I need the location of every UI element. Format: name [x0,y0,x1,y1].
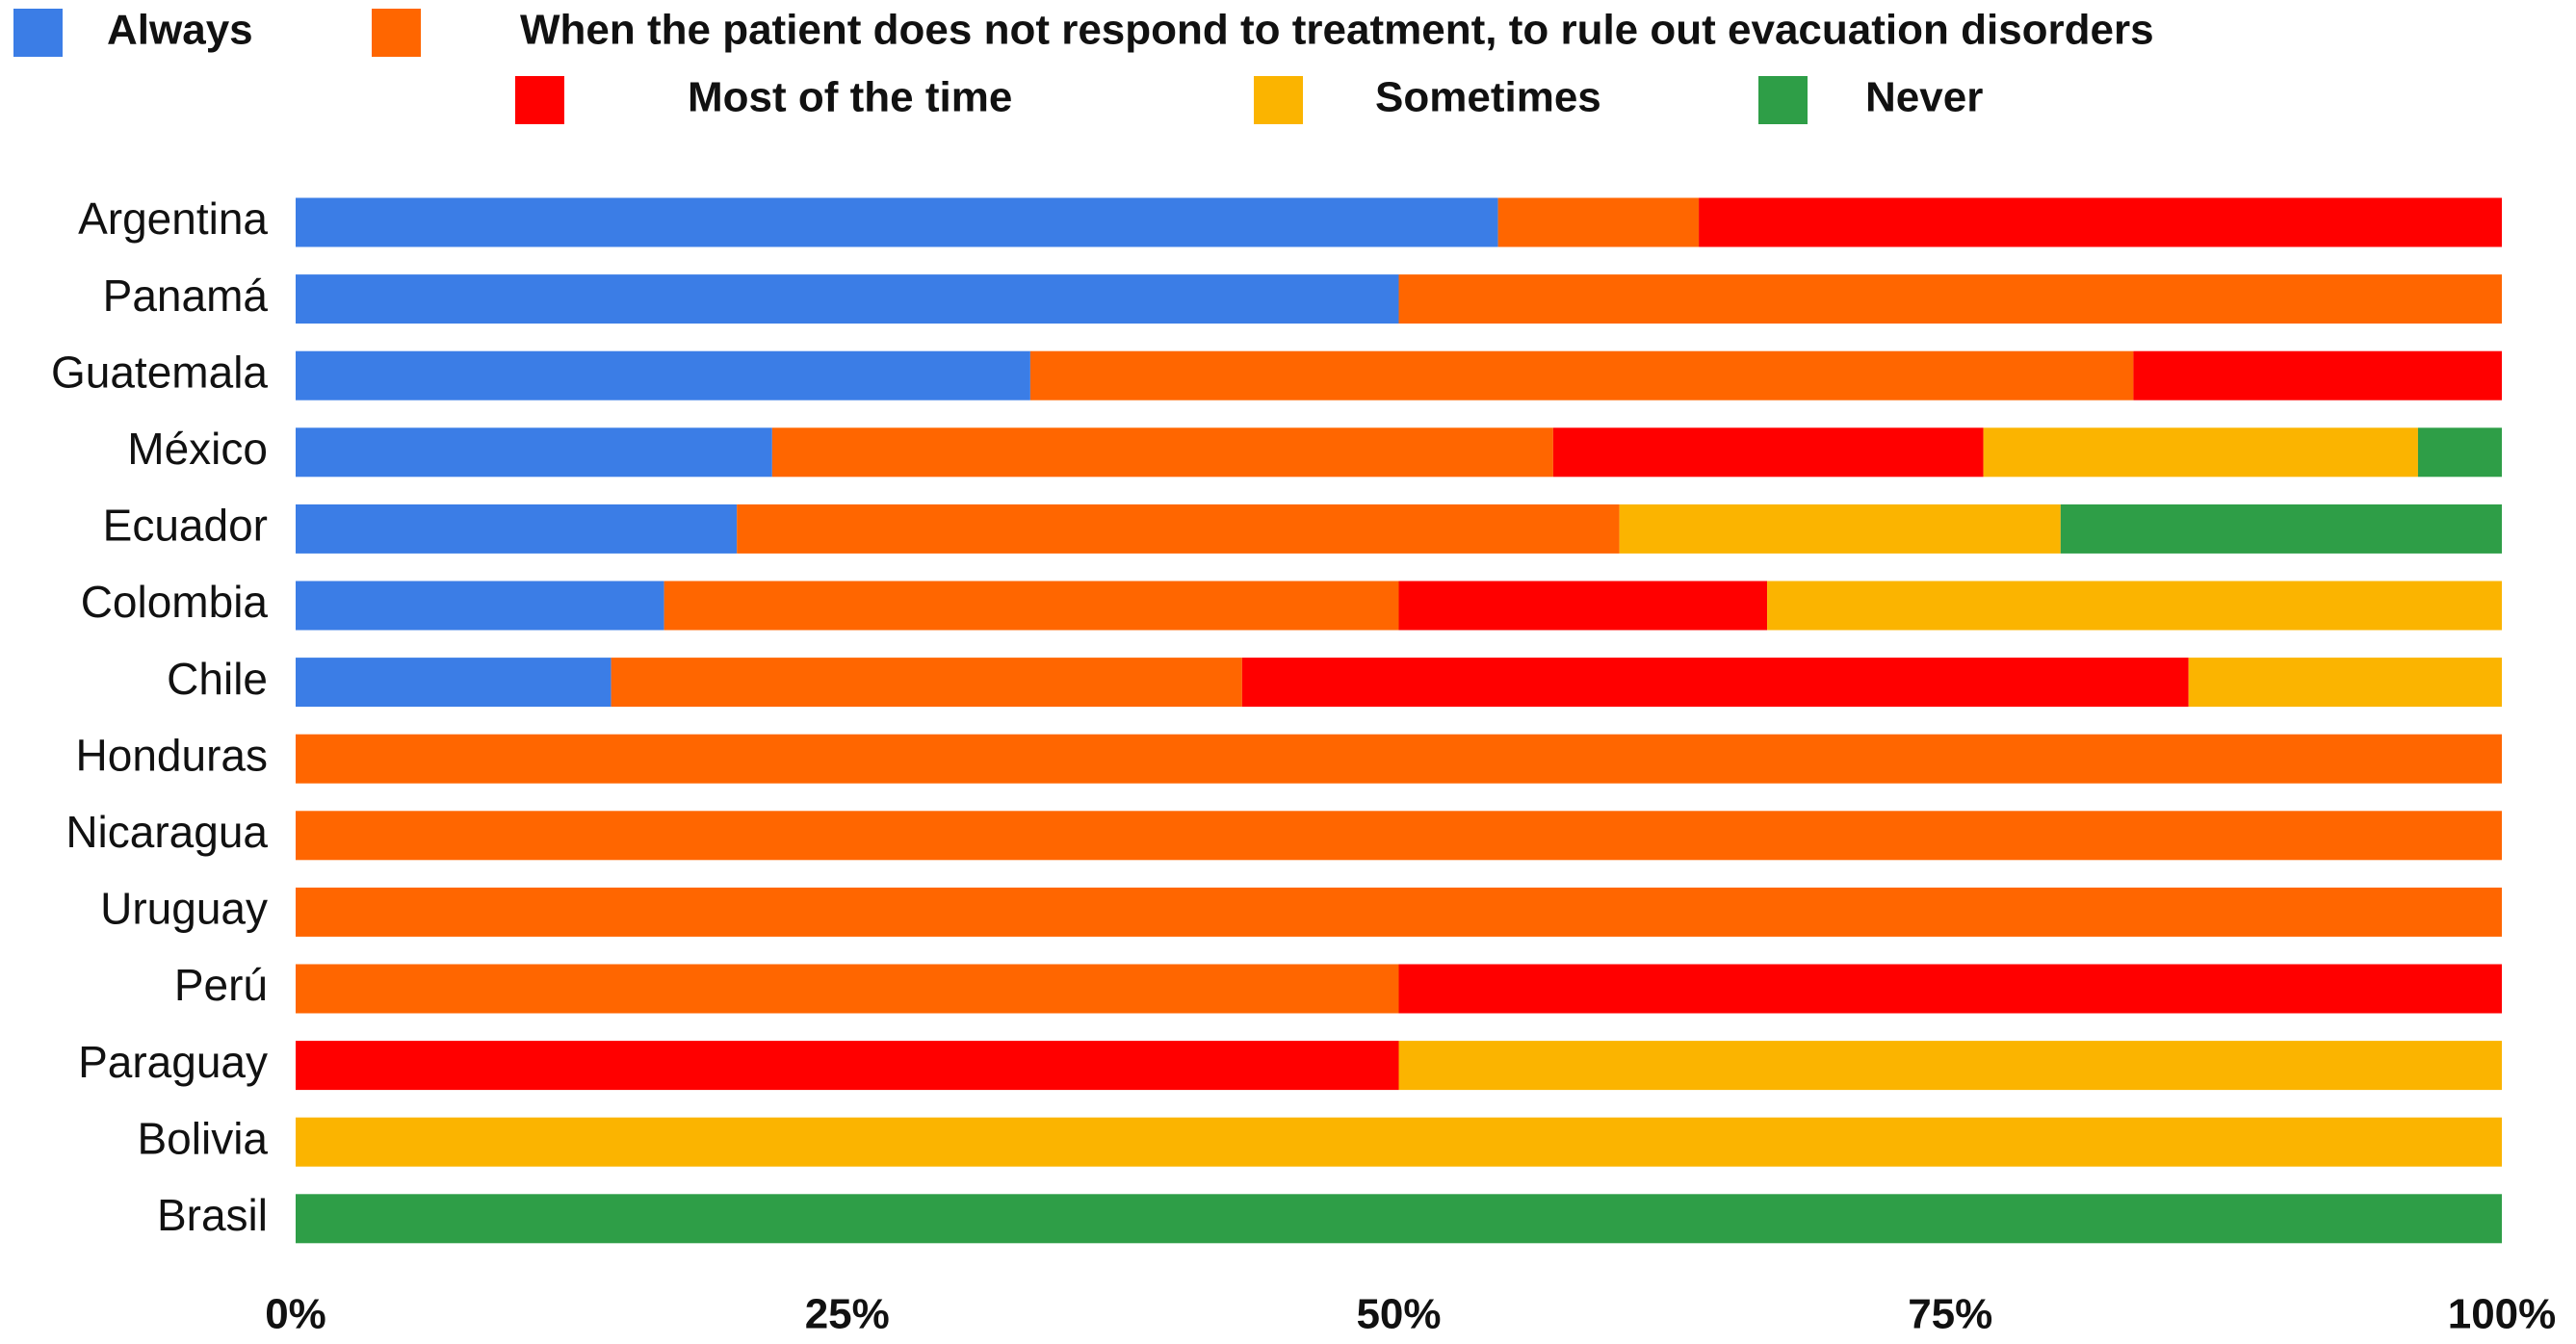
legend-label: Sometimes [1375,74,1601,121]
bar-segment [2417,427,2502,478]
y-tick-label: Honduras [76,730,268,780]
y-tick-label: Colombia [81,577,269,627]
bar-segment [771,427,1553,478]
legend-label: Always [107,7,253,54]
x-tick-label: 25% [805,1291,890,1338]
bar-segment [1398,581,1768,631]
y-tick-label: Nicaragua [65,807,268,857]
bar-segment [1241,658,2189,708]
bar-segment [296,811,2502,861]
bar-segment [1552,427,1984,478]
bar-segment [2133,350,2502,401]
y-tick-label: Guatemala [51,347,268,397]
legend-swatch [13,9,63,57]
legend-swatch [372,9,421,57]
y-tick-label: Paraguay [78,1037,268,1087]
x-tick-label: 0% [265,1291,326,1338]
legend-swatch [1254,76,1303,124]
y-tick-label: Argentina [78,194,268,244]
bar-segment [1398,964,2502,1014]
bar-segment [296,1041,1399,1091]
legend-label: Most of the time [688,74,1012,121]
y-tick-label: Uruguay [100,884,268,934]
bar-segment [1029,350,2134,401]
legend-swatch [1758,76,1808,124]
bar-segment [1398,1041,2502,1091]
bar-segment [737,504,1620,554]
y-tick-label: Ecuador [103,501,268,551]
x-tick-label: 75% [1908,1291,1992,1338]
bar-segment [296,1117,2502,1167]
x-tick-label: 100% [2448,1291,2557,1338]
bar-segment [2060,504,2502,554]
bar-segment [296,964,1399,1014]
bar-segment [611,658,1242,708]
x-tick-label: 50% [1356,1291,1441,1338]
bar-segment [296,887,2502,937]
bar-segment [296,504,738,554]
bar-segment [1767,581,2502,631]
bar-segment [296,197,1498,247]
y-tick-label: Bolivia [137,1113,268,1163]
y-tick-label: Perú [174,960,268,1010]
bar-segment [664,581,1399,631]
bar-segment [296,1194,2502,1244]
bar-segment [296,581,664,631]
bar-segment [296,427,772,478]
legend-swatch [515,76,564,124]
bar-segment [296,274,1399,324]
bar-segment [2188,658,2502,708]
bar-segment [296,734,2502,784]
bar-segment [1699,197,2502,247]
y-tick-label: México [127,424,268,474]
bar-segment [1983,427,2418,478]
bar-segment [1497,197,1700,247]
y-tick-label: Panamá [103,271,269,321]
legend-label: When the patient does not respond to tre… [520,7,2154,54]
bar-segment [1619,504,2061,554]
bar-segment [296,658,611,708]
legend-label: Never [1865,74,1983,121]
y-tick-label: Brasil [157,1190,268,1240]
y-tick-label: Chile [167,654,268,704]
bar-segment [296,350,1030,401]
bar-segment [1398,274,2502,324]
